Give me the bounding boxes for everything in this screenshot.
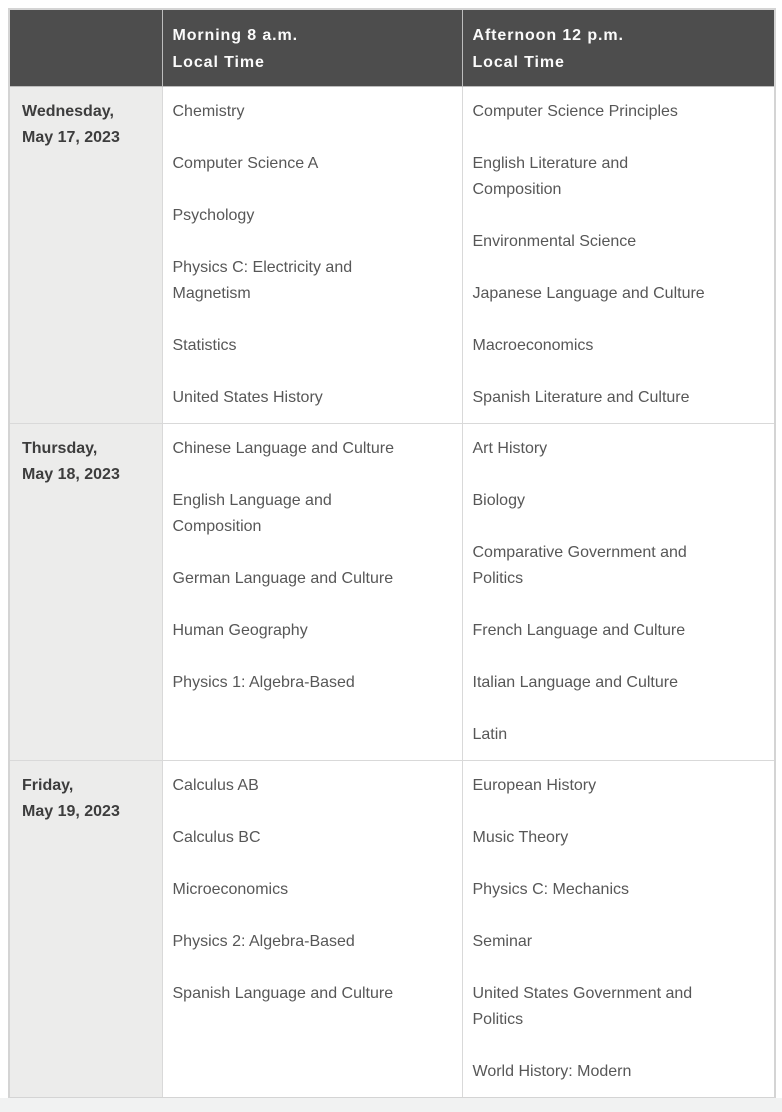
table-row-friday: Friday, May 19, 2023 Calculus AB Calculu… xyxy=(8,760,776,1099)
course-item: Chinese Language and Culture xyxy=(172,440,395,457)
afternoon-courses-wednesday: Computer Science Principles English Lite… xyxy=(461,86,776,424)
header-morning-line2: Local Time xyxy=(172,54,265,71)
header-afternoon-column: Afternoon 12 p.m. Local Time xyxy=(461,8,776,87)
date-full: May 18, 2023 xyxy=(22,466,120,483)
date-cell-wednesday: Wednesday, May 17, 2023 xyxy=(8,86,163,424)
course-item: Art History xyxy=(472,440,548,457)
date-weekday: Friday, xyxy=(22,777,74,794)
course-item: Physics C: Mechanics xyxy=(472,881,630,898)
course-item: English Language and Composition xyxy=(172,492,332,535)
table-header-row: Morning 8 a.m. Local Time Afternoon 12 p… xyxy=(8,8,776,87)
course-item: Chemistry xyxy=(172,103,245,120)
page-bottom-strip xyxy=(0,1098,782,1112)
course-item: Japanese Language and Culture xyxy=(472,285,705,302)
date-cell-thursday: Thursday, May 18, 2023 xyxy=(8,423,163,761)
morning-courses-thursday: Chinese Language and Culture English Lan… xyxy=(161,423,463,761)
course-item: Italian Language and Culture xyxy=(472,674,679,691)
table-row-thursday: Thursday, May 18, 2023 Chinese Language … xyxy=(8,423,776,761)
header-afternoon-line2: Local Time xyxy=(472,54,565,71)
table-row-wednesday: Wednesday, May 17, 2023 Chemistry Comput… xyxy=(8,86,776,424)
course-item: Seminar xyxy=(472,933,533,950)
date-weekday: Thursday, xyxy=(22,440,98,457)
course-item: Microeconomics xyxy=(172,881,289,898)
course-item: Latin xyxy=(472,726,508,743)
course-item: Statistics xyxy=(172,337,237,354)
afternoon-courses-thursday: Art History Biology Comparative Governme… xyxy=(461,423,776,761)
course-item: United States History xyxy=(172,389,323,406)
course-item: French Language and Culture xyxy=(472,622,686,639)
course-item: Physics 2: Algebra-Based xyxy=(172,933,355,950)
course-item: Physics 1: Algebra-Based xyxy=(172,674,355,691)
course-item: Spanish Language and Culture xyxy=(172,985,394,1002)
course-item: Human Geography xyxy=(172,622,308,639)
course-item: Music Theory xyxy=(472,829,569,846)
course-item: Macroeconomics xyxy=(472,337,594,354)
course-item: United States Government and Politics xyxy=(472,985,693,1028)
header-afternoon-line1: Afternoon 12 p.m. xyxy=(472,27,624,44)
course-item: Calculus AB xyxy=(172,777,259,794)
course-item: Physics C: Electricity and Magnetism xyxy=(172,259,353,302)
course-item: World History: Modern xyxy=(472,1063,632,1080)
header-morning-column: Morning 8 a.m. Local Time xyxy=(161,8,463,87)
header-morning-line1: Morning 8 a.m. xyxy=(172,27,298,44)
date-weekday: Wednesday, xyxy=(22,103,114,120)
course-item: Environmental Science xyxy=(472,233,637,250)
morning-courses-wednesday: Chemistry Computer Science A Psychology … xyxy=(161,86,463,424)
morning-courses-friday: Calculus AB Calculus BC Microeconomics P… xyxy=(161,760,463,1099)
course-item: Computer Science Principles xyxy=(472,103,678,120)
course-item: Calculus BC xyxy=(172,829,261,846)
course-item: Biology xyxy=(472,492,525,509)
course-item: English Literature and Composition xyxy=(472,155,629,198)
afternoon-courses-friday: European History Music Theory Physics C:… xyxy=(461,760,776,1099)
date-full: May 19, 2023 xyxy=(22,803,120,820)
date-cell-friday: Friday, May 19, 2023 xyxy=(8,760,163,1099)
date-full: May 17, 2023 xyxy=(22,129,120,146)
course-item: Computer Science A xyxy=(172,155,319,172)
exam-schedule-table: Morning 8 a.m. Local Time Afternoon 12 p… xyxy=(8,8,776,1099)
course-item: Spanish Literature and Culture xyxy=(472,389,690,406)
course-item: European History xyxy=(472,777,597,794)
course-item: Comparative Government and Politics xyxy=(472,544,687,587)
course-item: German Language and Culture xyxy=(172,570,394,587)
course-item: Psychology xyxy=(172,207,255,224)
header-corner-cell xyxy=(8,8,163,87)
